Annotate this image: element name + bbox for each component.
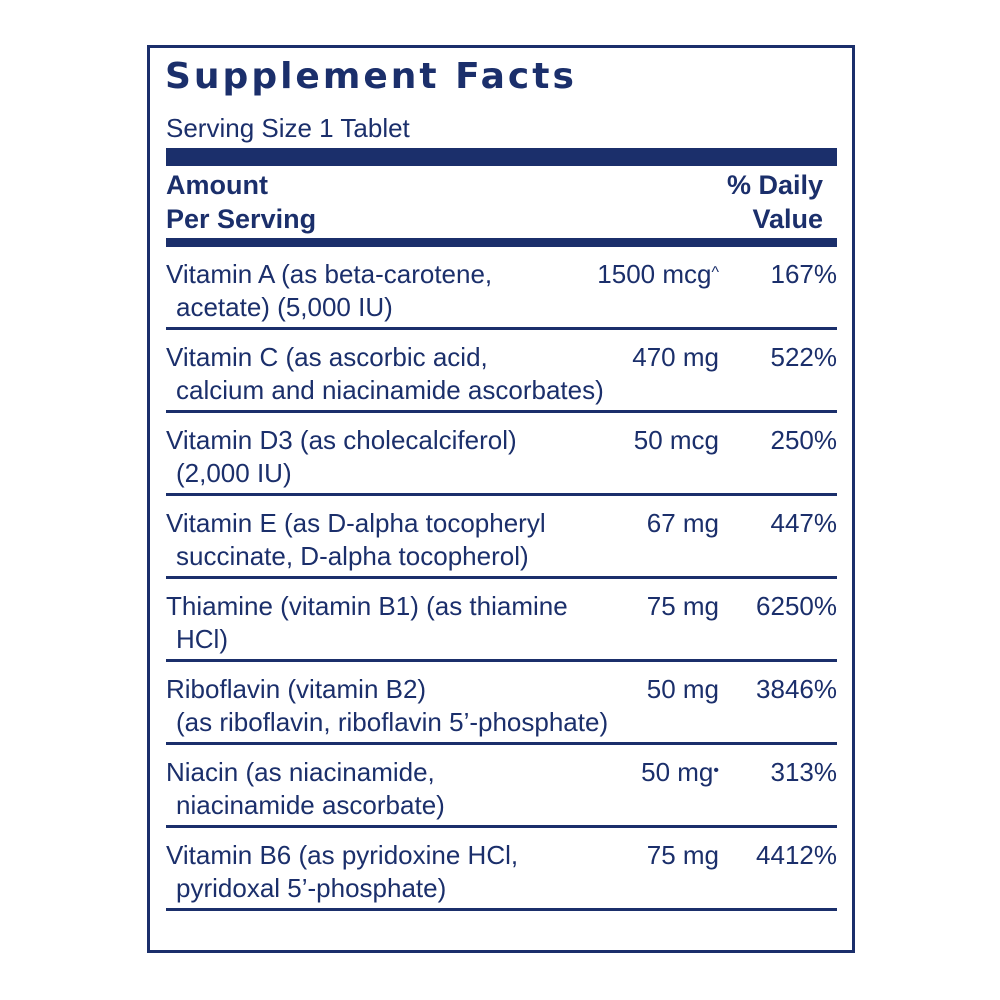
panel-title: Supplement Facts [165,56,577,97]
nutrient-amount: 50 mg• [641,756,719,789]
nutrient-name-line2: calcium and niacinamide ascorbates) [176,375,604,405]
nutrient-name: Riboflavin (vitamin B2) (as riboflavin, … [166,673,608,739]
footnote-mark: • [713,762,719,779]
nutrient-row: Vitamin A (as beta-carotene, acetate) (5… [166,247,837,330]
nutrient-name-line1: Vitamin C (as ascorbic acid, [166,342,488,372]
amount-value: 50 mg [641,757,714,787]
amount-header-line1: Amount [166,170,268,200]
nutrient-name-line2: pyridoxal 5’-phosphate) [176,873,447,903]
nutrient-name: Vitamin C (as ascorbic acid, calcium and… [166,341,604,407]
nutrient-name: Thiamine (vitamin B1) (as thiamine HCl) [166,590,568,656]
amount-value: 1500 mcg [597,259,712,289]
nutrient-name-line1: Niacin (as niacinamide, [166,757,435,787]
nutrient-name-line1: Thiamine (vitamin B1) (as thiamine [166,591,568,621]
nutrient-daily-value: 522% [770,342,838,372]
nutrient-row: Riboflavin (vitamin B2) (as riboflavin, … [166,662,837,745]
nutrient-name: Vitamin B6 (as pyridoxine HCl, pyridoxal… [166,839,518,905]
daily-value-header: % Daily Value [727,168,823,236]
nutrient-amount: 75 mg [647,590,719,623]
serving-size: Serving Size 1 Tablet [166,113,410,143]
nutrient-name-line1: Vitamin A (as beta-carotene, [166,259,493,289]
amount-value: 50 mcg [633,425,719,455]
nutrient-amount: 50 mg [647,673,719,706]
nutrient-daily-value: 313% [770,757,838,787]
nutrient-name-line2: (2,000 IU) [176,458,292,488]
nutrient-daily-value: 3846% [756,674,837,704]
amount-header: Amount Per Serving [166,168,316,236]
footnote-mark: ^ [711,264,719,281]
nutrient-daily-value: 447% [770,508,838,538]
column-header: Amount Per Serving % Daily Value [166,168,837,238]
nutrient-row: Vitamin E (as D-alpha tocopheryl succina… [166,496,837,579]
nutrient-amount: 67 mg [647,507,719,540]
nutrient-row: Vitamin D3 (as cholecalciferol) (2,000 I… [166,413,837,496]
nutrient-daily-value: 6250% [756,591,837,621]
supplement-facts-panel: Supplement Facts Serving Size 1 Tablet A… [147,45,855,953]
daily-value-header-line1: % Daily [726,170,823,200]
daily-value-header-line2: Value [752,204,823,234]
thick-divider [166,148,837,166]
nutrient-name: Niacin (as niacinamide, niacinamide asco… [166,756,445,822]
nutrient-row: Vitamin B6 (as pyridoxine HCl, pyridoxal… [166,828,837,911]
nutrient-row: Thiamine (vitamin B1) (as thiamine HCl) … [166,579,837,662]
nutrient-name-line2: niacinamide ascorbate) [176,790,445,820]
nutrient-row: Niacin (as niacinamide, niacinamide asco… [166,745,837,828]
nutrient-name-line1: Riboflavin (vitamin B2) [166,674,427,704]
nutrient-name-line2: HCl) [176,624,228,654]
amount-value: 75 mg [646,591,719,621]
nutrient-daily-value: 4412% [756,840,837,870]
nutrient-name-line2: succinate, D-alpha tocopherol) [176,541,529,571]
nutrient-name: Vitamin E (as D-alpha tocopheryl succina… [166,507,546,573]
nutrient-amount: 470 mg [632,341,719,374]
nutrient-name-line1: Vitamin B6 (as pyridoxine HCl, [166,840,519,870]
nutrient-name-line1: Vitamin D3 (as cholecalciferol) [166,425,517,455]
amount-value: 470 mg [632,342,719,372]
amount-header-line2: Per Serving [166,204,317,234]
nutrient-name-line2: (as riboflavin, riboflavin 5’-phosphate) [176,707,609,737]
nutrient-amount: 75 mg [647,839,719,872]
nutrient-daily-value: 167% [770,259,838,289]
nutrient-name: Vitamin D3 (as cholecalciferol) (2,000 I… [166,424,517,490]
amount-value: 50 mg [646,674,719,704]
amount-value: 67 mg [646,508,719,538]
nutrient-amount: 1500 mcg^ [597,258,719,291]
nutrient-table: Vitamin A (as beta-carotene, acetate) (5… [166,247,837,911]
nutrient-name-line1: Vitamin E (as D-alpha tocopheryl [166,508,546,538]
nutrient-row: Vitamin C (as ascorbic acid, calcium and… [166,330,837,413]
nutrient-daily-value: 250% [770,425,838,455]
nutrient-name-line2: acetate) (5,000 IU) [176,292,393,322]
medium-divider [166,238,837,247]
nutrient-name: Vitamin A (as beta-carotene, acetate) (5… [166,258,492,324]
nutrient-amount: 50 mcg [634,424,719,457]
amount-value: 75 mg [646,840,719,870]
